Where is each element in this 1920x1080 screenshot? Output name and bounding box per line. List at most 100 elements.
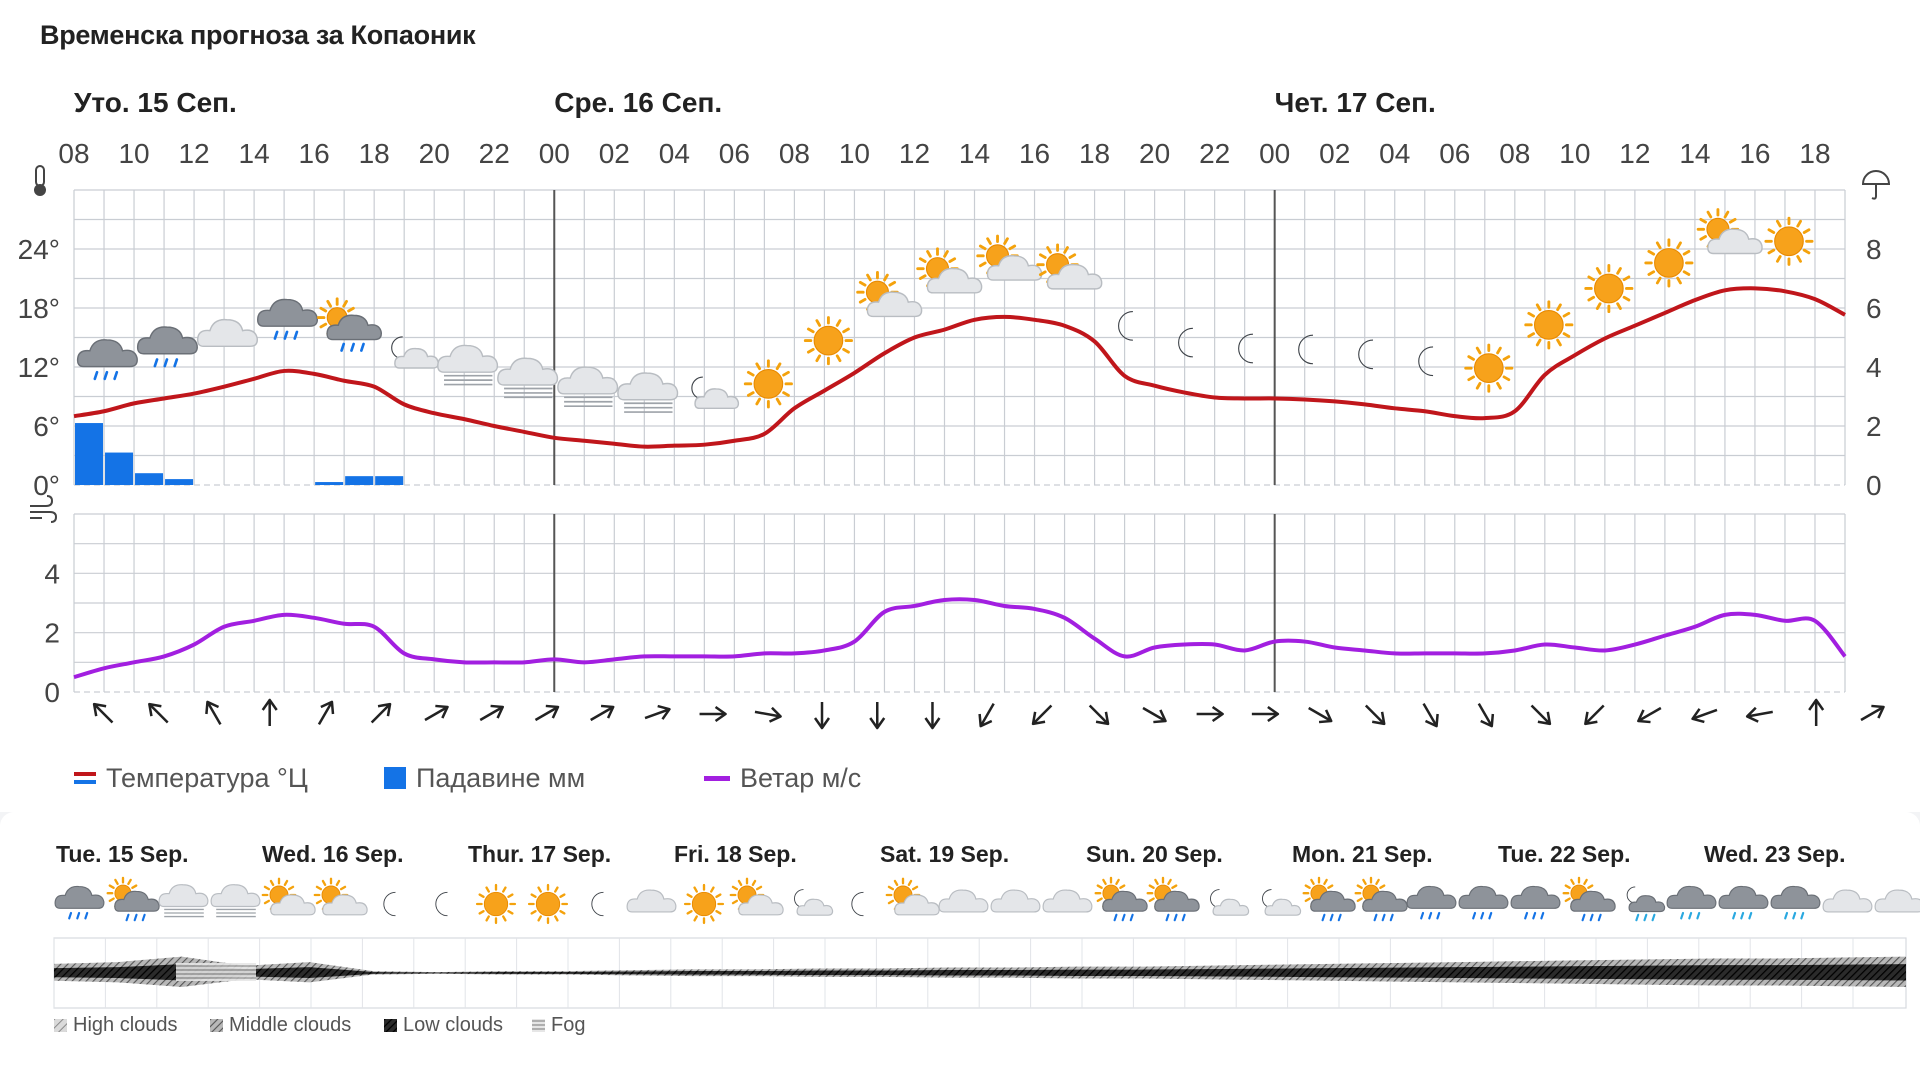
sun-ray [1570, 878, 1575, 886]
hour-tick-label: 02 [1319, 138, 1350, 169]
wind-arrow [205, 700, 222, 726]
umbrella-icon [1861, 170, 1891, 200]
hour-tick-label: 10 [839, 138, 870, 169]
legend-low-clouds: Low clouds [384, 1014, 503, 1037]
sun-ray [1003, 237, 1009, 245]
wind-arrow [1637, 706, 1662, 724]
cloud-icon [626, 889, 677, 913]
legend-wind: Ветар м/с [704, 758, 861, 798]
wind-arrow [1088, 704, 1110, 726]
wind-arrow-shaft [534, 706, 557, 722]
moon-icon [1238, 333, 1253, 364]
weekly-day-label: Mon. 21 Sep. [1292, 841, 1433, 867]
cloud-shape [497, 357, 559, 386]
wind-arrow-shaft [1308, 706, 1331, 722]
legend-high-clouds: High clouds [54, 1014, 178, 1037]
rain-drop [1389, 913, 1394, 922]
cloud-icon [1874, 889, 1920, 913]
hour-tick-label: 16 [1739, 138, 1770, 169]
sun-ray [335, 879, 341, 887]
rain-drop [103, 370, 109, 381]
wind-arrow-head [1095, 711, 1110, 726]
cloud-rain-icon [76, 339, 138, 381]
sun-ray [1379, 884, 1386, 889]
sun-ray [911, 885, 919, 891]
rain-drop [1181, 913, 1186, 922]
cloud-fog-icon [617, 372, 679, 413]
moon-shape [1626, 886, 1636, 904]
rain-drop [1680, 911, 1685, 920]
cloud-shape [1707, 228, 1763, 255]
sun-ray [775, 362, 782, 371]
rain-drop [1524, 911, 1529, 920]
sun-ray [815, 354, 822, 363]
wind-arrow-shaft [94, 704, 114, 724]
fog-band [176, 963, 256, 981]
wind-stroke [30, 511, 58, 523]
sun-ray [866, 273, 872, 282]
cloud-icon [196, 318, 258, 348]
wind-arrow-head [813, 717, 831, 730]
rain-drop [163, 358, 169, 368]
sun-ray [1119, 884, 1126, 889]
sun-ray [1148, 897, 1155, 903]
wind-arrow-head [1871, 704, 1885, 719]
wind-arrow-shaft [479, 706, 502, 722]
rain-drop [1488, 911, 1493, 920]
sun-ray [1802, 228, 1811, 234]
precipitation-bar [315, 482, 344, 485]
wind-arrow [813, 702, 831, 730]
sun-cloud-icon [976, 234, 1043, 281]
wind-arrow-shaft [590, 706, 613, 722]
sun-ray [1775, 255, 1782, 263]
wind-arrow-shaft [1585, 704, 1605, 724]
sun-ray [782, 391, 790, 397]
sun-ray [1154, 878, 1159, 886]
sun-ray [986, 237, 992, 245]
hour-tick-label: 14 [959, 138, 990, 169]
rain-drop [1792, 911, 1797, 920]
cloud-fog-icon [437, 344, 499, 386]
fog-swatch [532, 1019, 545, 1032]
wind-arrow-head [978, 713, 993, 728]
sun-cloud-icon [885, 877, 940, 916]
wind-arrow-shaft [1088, 704, 1108, 724]
chart-lines [73, 286, 1847, 680]
rain-drop [1480, 911, 1485, 920]
precipitation-bar [75, 423, 104, 485]
legend-precipitation-swatch [384, 767, 406, 789]
rain-drop [1740, 911, 1745, 920]
sun-ray [1622, 275, 1631, 282]
rain-drop [1121, 913, 1126, 922]
rain-drop [360, 342, 365, 352]
sun-disc [535, 891, 561, 917]
sun-ray [1171, 884, 1178, 889]
sun-cloud-icon [1036, 243, 1103, 290]
hourly-forecast-chart: Уто. 15 Сеп. Сре. 16 Сеп. Чет. 17 Сеп.08 10… [18, 87, 1891, 730]
cloud-shape [1406, 885, 1457, 909]
wind-arrow [1031, 704, 1053, 726]
wind-arrow-head [1808, 698, 1825, 711]
sun-ray [485, 915, 490, 922]
low-cloud-band [54, 964, 1906, 981]
wind-arrow-head [924, 717, 941, 730]
moon-shape [1178, 327, 1193, 358]
wind-arrow [534, 704, 560, 722]
rain-drop [1589, 913, 1594, 922]
sun-cloud-icon [1696, 208, 1763, 255]
cloud-shape [196, 318, 258, 348]
forecast-panel [0, 0, 1920, 812]
sun-ray [1775, 219, 1782, 228]
sun-ray [1587, 295, 1596, 302]
sun-ray [1767, 248, 1776, 255]
cloud-shape [617, 372, 679, 401]
cloud-snow-icon [1718, 885, 1769, 920]
sun-ray [1564, 884, 1571, 889]
rain-drop [340, 342, 346, 352]
sun-ray [554, 915, 559, 922]
sun-icon [1524, 300, 1574, 350]
sun-ray [263, 885, 271, 891]
sun-ray [686, 893, 693, 898]
rain-drop [1472, 911, 1477, 920]
wind-arrow [1196, 705, 1224, 723]
